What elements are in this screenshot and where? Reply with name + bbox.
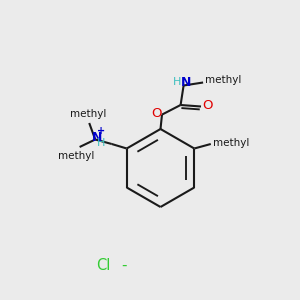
Text: methyl: methyl — [205, 75, 241, 85]
Text: methyl: methyl — [58, 151, 95, 160]
Text: O: O — [151, 106, 161, 120]
Text: +: + — [97, 126, 105, 136]
Text: N: N — [181, 76, 191, 89]
Text: H: H — [96, 138, 105, 148]
Text: methyl: methyl — [70, 110, 106, 119]
Text: -: - — [122, 258, 127, 273]
Text: O: O — [202, 99, 212, 112]
Text: methyl: methyl — [213, 137, 250, 148]
Text: Cl: Cl — [96, 258, 111, 273]
Text: N: N — [92, 130, 102, 144]
Text: H: H — [173, 77, 181, 87]
